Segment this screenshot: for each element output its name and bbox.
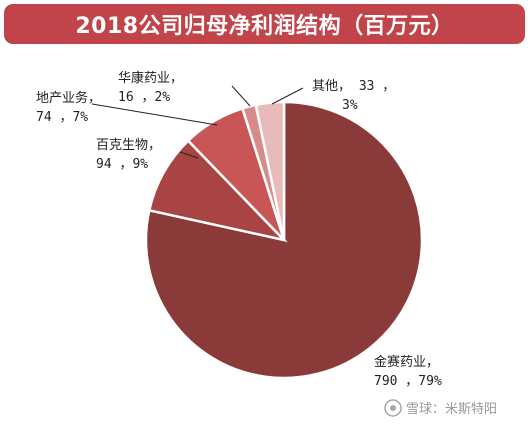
slice-value-label: 74 ，7%: [36, 110, 88, 125]
slice-label: 百克生物，: [96, 138, 161, 153]
slice-label: 地产业务，: [36, 90, 101, 106]
watermark-text: 雪球：米斯特阳: [406, 402, 497, 417]
watermark: 雪球：米斯特阳: [384, 399, 497, 417]
leader-line: [91, 103, 218, 126]
chart-title: 2018公司归母净利润结构（百万元）: [4, 4, 525, 44]
snowball-logo-icon: [384, 399, 402, 417]
leader-line: [271, 87, 304, 105]
slice-label: 华康药业，: [118, 70, 183, 86]
leader-line: [231, 85, 251, 107]
slice-value-label: 16 ，2%: [118, 90, 170, 105]
leader-line: [179, 151, 199, 159]
slice-label: 金赛药业，: [374, 354, 439, 370]
slice-label: 其他， 33 ，: [312, 79, 395, 94]
slice-value-label: 790 ，79%: [374, 374, 442, 389]
slice-value-label: 94 ，9%: [96, 157, 148, 172]
slice-value-label: 3%: [342, 98, 358, 113]
pie-slice: [254, 100, 286, 241]
pie-slice: [147, 138, 288, 243]
pie-slice: [144, 100, 424, 380]
